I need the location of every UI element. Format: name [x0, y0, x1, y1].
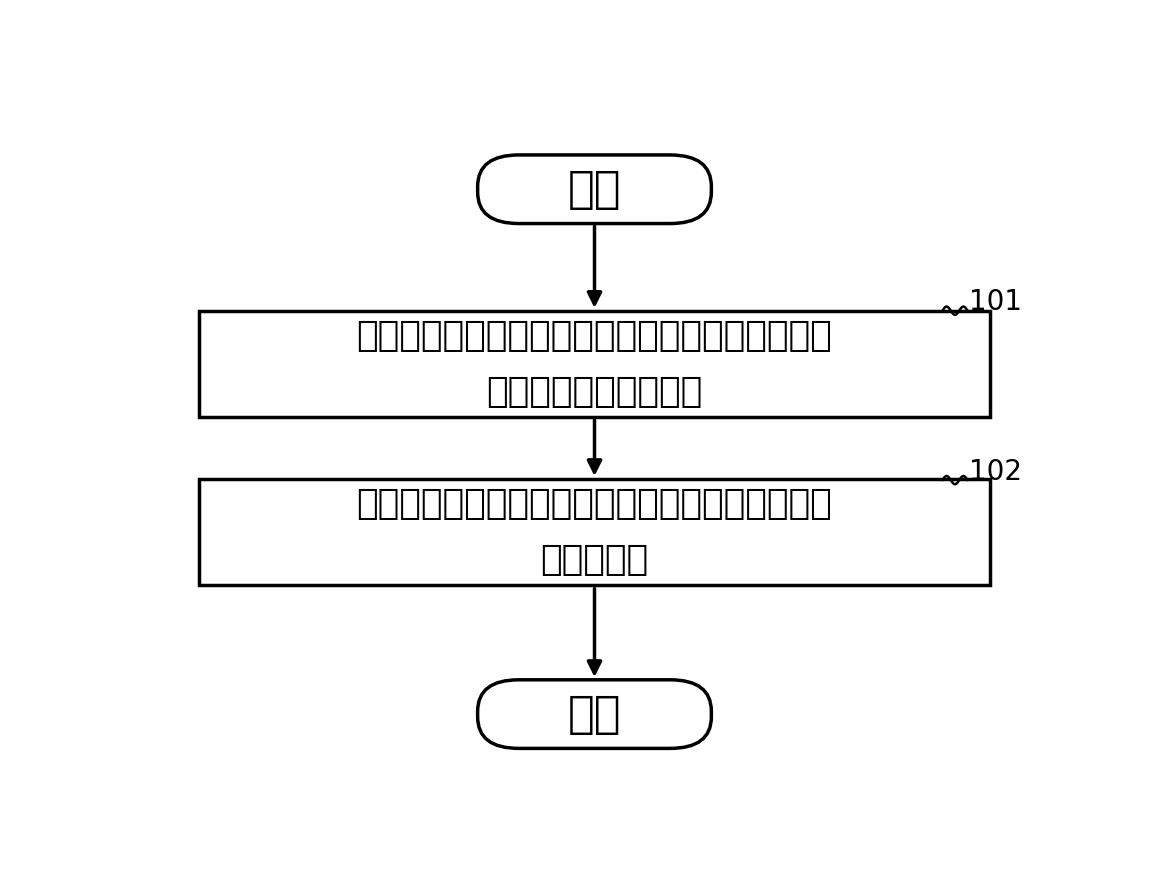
Text: 101: 101	[970, 289, 1022, 316]
Text: 根据位姿信息集合以及点信息集合，构建周围环境
的点云地图: 根据位姿信息集合以及点信息集合，构建周围环境 的点云地图	[356, 487, 833, 577]
Bar	[200, 479, 989, 585]
Text: 开始: 开始	[567, 168, 622, 211]
FancyBboxPatch shape	[478, 680, 711, 748]
Text: 102: 102	[970, 458, 1022, 486]
FancyBboxPatch shape	[478, 155, 711, 224]
Bar	[200, 311, 989, 417]
Text: 在终端移动过程中，获取终端的位姿信息集合以及
周围环境的点信息集合: 在终端移动过程中，获取终端的位姿信息集合以及 周围环境的点信息集合	[356, 319, 833, 409]
Text: 结束: 结束	[567, 692, 622, 736]
